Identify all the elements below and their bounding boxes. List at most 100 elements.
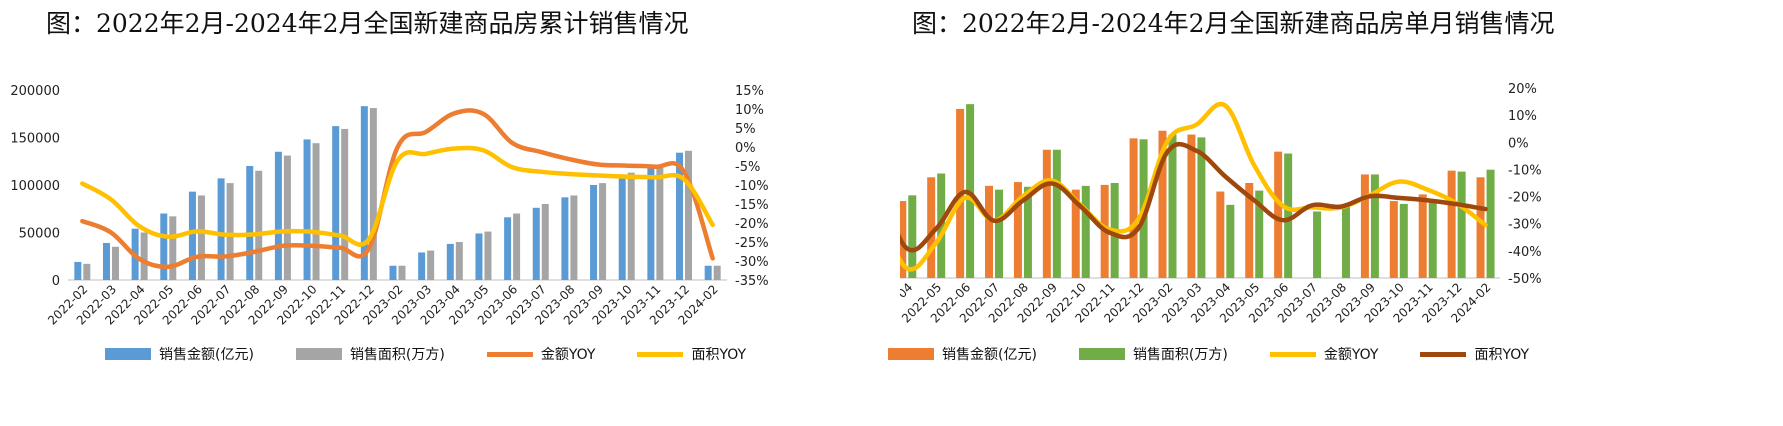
legend-label: 销售金额(亿元) xyxy=(159,347,254,363)
y-right-tick-label: -35% xyxy=(735,274,769,289)
series-line xyxy=(900,141,1488,253)
y-right-tick-label: 15% xyxy=(735,84,764,99)
bar xyxy=(418,252,426,280)
legend-item: 销售面积(万方) xyxy=(1078,344,1228,364)
bar xyxy=(1168,134,1177,278)
bar xyxy=(1216,191,1225,278)
bar xyxy=(1389,201,1398,278)
bar xyxy=(1341,205,1350,278)
bar xyxy=(398,265,406,280)
bar xyxy=(532,207,540,280)
chart-title: 图：2022年2月-2024年2月全国新建商品房单月销售情况 xyxy=(912,9,1555,38)
bar xyxy=(188,191,196,280)
bar xyxy=(676,152,684,280)
bar xyxy=(455,242,463,280)
cumulative-sales-chart: 图：2022年2月-2024年2月全国新建商品房累计销售情况 0 50000 100… xyxy=(0,0,880,426)
bar xyxy=(197,195,205,280)
bar xyxy=(160,213,168,280)
bar xyxy=(900,201,907,278)
y-right-tick-label: -20% xyxy=(1508,191,1542,206)
legend-label: 金额YOY xyxy=(540,347,596,363)
y-right-tick-label: -15% xyxy=(735,198,769,213)
bar xyxy=(704,265,712,280)
bar xyxy=(1023,186,1032,278)
legend-label: 面积YOY xyxy=(1474,347,1530,363)
bar xyxy=(1313,211,1322,278)
bar xyxy=(713,265,721,280)
legend-swatch xyxy=(1269,351,1316,357)
bar xyxy=(1360,174,1369,278)
bar xyxy=(1245,183,1254,278)
bar xyxy=(74,261,82,280)
legend-label: 金额YOY xyxy=(1323,347,1379,363)
bar xyxy=(985,185,994,278)
y-right-tick-label: -5% xyxy=(735,160,760,175)
chart-title: 图：2022年2月-2024年2月全国新建商品房累计销售情况 xyxy=(46,9,689,38)
y-left-tick-label: 100000 xyxy=(10,179,60,194)
bar xyxy=(389,265,397,280)
bar xyxy=(475,233,483,280)
y-right-tick-label: 20% xyxy=(1508,82,1537,97)
y-right-tick-label: -10% xyxy=(1508,163,1542,178)
chart-plot: 0 50000 100000 150000 200000 15% 10% 5% 0% -5% -10… xyxy=(10,84,769,328)
bar xyxy=(111,246,119,280)
legend-swatch xyxy=(295,348,342,360)
bar xyxy=(1284,153,1293,278)
bar xyxy=(446,243,454,280)
bar xyxy=(590,185,598,280)
bar xyxy=(484,231,492,280)
legend-swatch xyxy=(637,351,684,357)
legend-label: 销售面积(万方) xyxy=(1132,347,1228,363)
bar xyxy=(360,106,368,281)
y-right-tick-label: -10% xyxy=(735,179,769,194)
monthly-sales-chart: 图：2022年2月-2024年2月全国新建商品房单月销售情况 050001000… xyxy=(888,0,1783,426)
legend-item: 销售金额(亿元) xyxy=(888,344,1037,364)
bar xyxy=(908,195,917,278)
bar xyxy=(685,150,693,280)
bar xyxy=(504,217,512,280)
legend-item: 销售面积(万方) xyxy=(295,344,445,364)
legend-swatch xyxy=(1420,351,1467,357)
bar xyxy=(217,178,225,280)
legend-item: 面积YOY xyxy=(1420,344,1529,364)
bar xyxy=(570,195,578,280)
legend-swatch xyxy=(888,348,934,360)
legend-label: 销售面积(万方) xyxy=(349,347,445,363)
y-right-tick-label: -40% xyxy=(1508,245,1542,260)
bar xyxy=(627,172,635,280)
y-right-tick-label: -50% xyxy=(1508,272,1542,287)
bar xyxy=(332,126,340,280)
chart-legend: 销售金额(亿元) 销售面积(万方) 金额YOY 面积YOY xyxy=(105,344,782,364)
bar xyxy=(1052,149,1061,278)
bar xyxy=(1447,170,1456,278)
bar xyxy=(255,170,263,280)
bar xyxy=(656,167,664,280)
series-line xyxy=(900,101,1488,272)
bar xyxy=(647,167,655,280)
bar xyxy=(1274,151,1283,278)
bar xyxy=(599,183,607,280)
bar xyxy=(1042,149,1051,278)
bar xyxy=(83,263,91,280)
bar xyxy=(1081,185,1090,278)
bar xyxy=(1428,199,1437,278)
bar xyxy=(618,176,626,280)
legend-label: 面积YOY xyxy=(691,347,747,363)
legend-swatch xyxy=(486,351,533,357)
y-left-tick-label: 150000 xyxy=(10,132,60,147)
legend-swatch xyxy=(1078,348,1125,360)
bar xyxy=(303,139,311,280)
bar xyxy=(246,166,254,280)
bar xyxy=(1187,134,1196,278)
legend-label: 销售金额(亿元) xyxy=(942,347,1037,363)
bar xyxy=(1418,194,1427,278)
bar xyxy=(283,155,291,280)
bar xyxy=(1399,203,1408,278)
bar xyxy=(169,216,177,280)
bar xyxy=(1071,189,1080,278)
y-right-tick-label: 0% xyxy=(1508,136,1529,151)
y-right-tick-label: -25% xyxy=(735,236,769,251)
legend-item: 销售金额(亿元) xyxy=(105,344,254,364)
legend-item: 金额YOY xyxy=(486,344,596,364)
bar xyxy=(369,108,377,280)
